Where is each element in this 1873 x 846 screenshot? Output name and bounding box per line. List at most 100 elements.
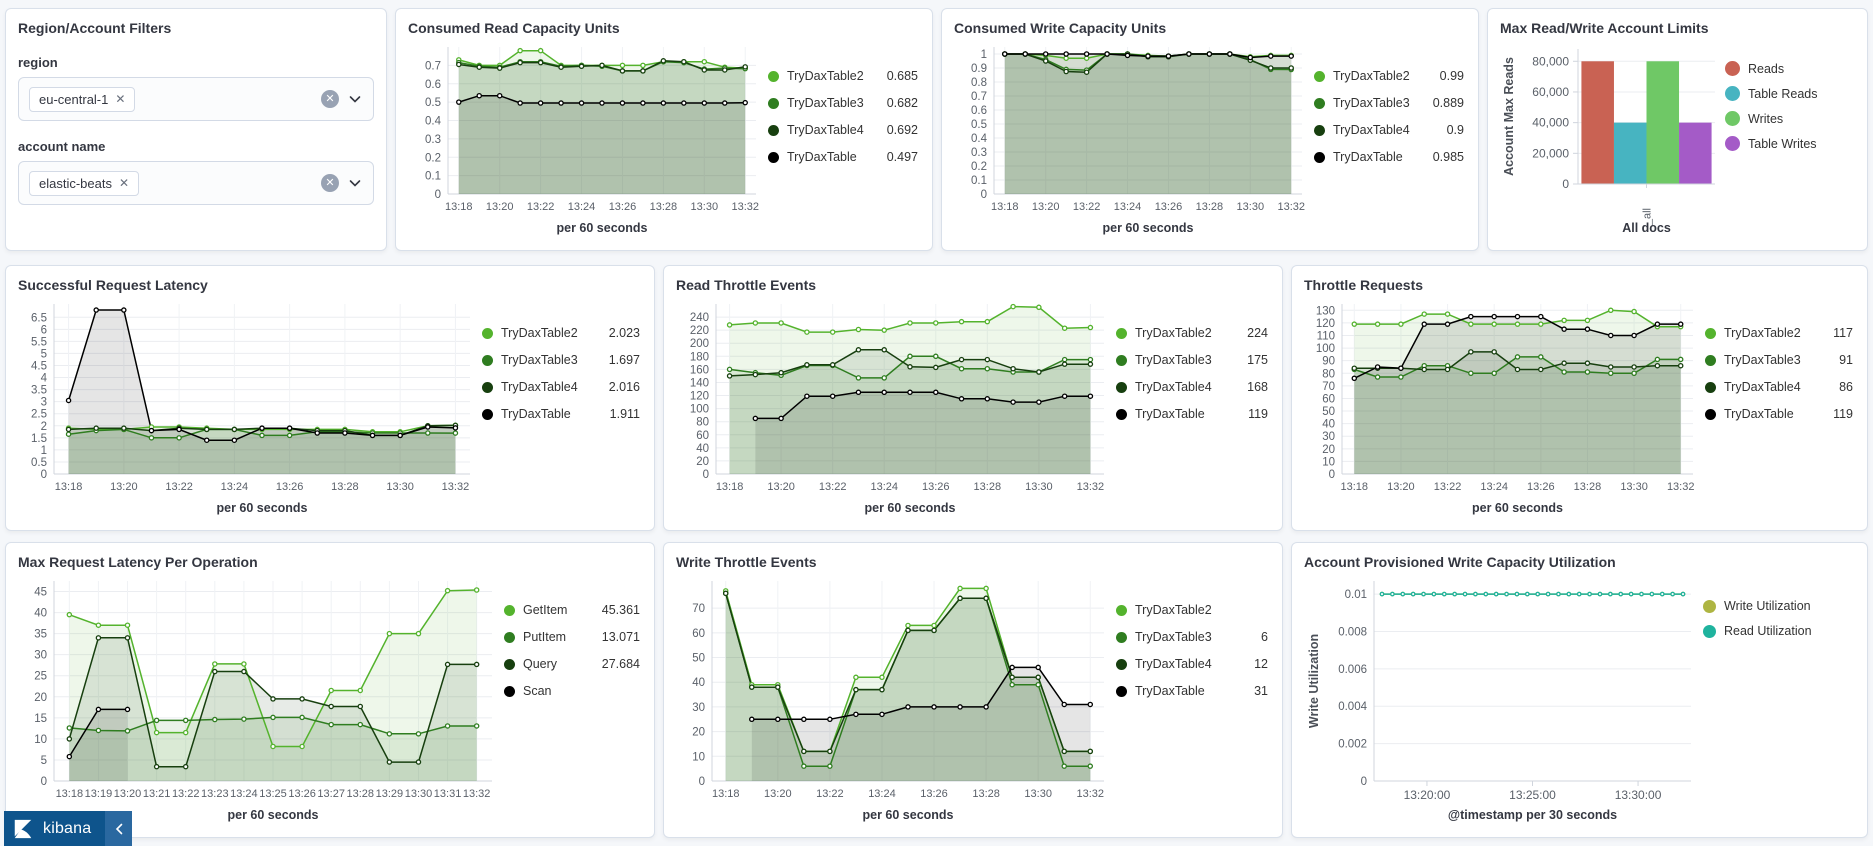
panel-title: Account Provisioned Write Capacity Utili… xyxy=(1304,554,1616,570)
account-name-combobox[interactable]: elastic-beats ✕ ✕ xyxy=(18,161,374,205)
legend-series-value: 0.497 xyxy=(886,150,918,164)
legend-item-TryDaxTable3[interactable]: TryDaxTable3 91 xyxy=(1705,353,1853,367)
legend-item-TryDaxTable[interactable]: TryDaxTable 0.985 xyxy=(1314,150,1464,164)
legend-series-name: TryDaxTable4 xyxy=(1135,657,1212,671)
legend-item-TryDaxTable2[interactable]: TryDaxTable2 0.99 xyxy=(1314,69,1464,83)
legend-item-TryDaxTable4[interactable]: TryDaxTable4 0.9 xyxy=(1314,123,1464,137)
legend-item-Table Reads[interactable]: Table Reads xyxy=(1725,86,1853,101)
svg-text:Write Utilization: Write Utilization xyxy=(1307,634,1321,728)
svg-text:0.1: 0.1 xyxy=(971,175,987,187)
legend-item-TryDaxTable2[interactable]: TryDaxTable2 0.685 xyxy=(768,69,918,83)
panel-title: Throttle Requests xyxy=(1304,277,1424,293)
legend-dot-icon xyxy=(1314,97,1325,109)
region-pill-label: eu-central-1 xyxy=(39,91,109,107)
legend-item-GetItem[interactable]: GetItem 45.361 xyxy=(504,603,640,617)
legend-item-TryDaxTable[interactable]: TryDaxTable 119 xyxy=(1705,407,1853,421)
remove-pill-icon[interactable]: ✕ xyxy=(115,92,126,106)
legend-item-TryDaxTable[interactable]: TryDaxTable 119 xyxy=(1116,407,1268,421)
legend-item-TryDaxTable4[interactable]: TryDaxTable4 0.692 xyxy=(768,123,918,137)
chart-svg: 0 0.1 0.2 0.3 0.4 0.5 0.6 0.7 13:18 13:20 13:22 13:… xyxy=(425,47,759,235)
panel-max-read-write-account-limits: Max Read/Write Account Limits 0 20,000 40,… xyxy=(1487,8,1868,251)
bar-Table Writes[interactable] xyxy=(1679,122,1712,184)
legend-dot-icon xyxy=(1725,86,1740,101)
bar-Reads[interactable] xyxy=(1581,61,1614,184)
legend-item-Read Utilization[interactable]: Read Utilization xyxy=(1703,624,1853,638)
legend-item-TryDaxTable3[interactable]: TryDaxTable3 0.889 xyxy=(1314,96,1464,110)
legend-item-TryDaxTable2[interactable]: TryDaxTable2 xyxy=(1116,603,1268,617)
legend-item-TryDaxTable4[interactable]: TryDaxTable4 12 xyxy=(1116,657,1268,671)
account-name-pill[interactable]: elastic-beats ✕ xyxy=(29,170,140,196)
legend-item-TryDaxTable3[interactable]: TryDaxTable3 0.682 xyxy=(768,96,918,110)
svg-text:220: 220 xyxy=(690,325,709,337)
plot-area: 0 0.1 0.2 0.3 0.4 0.5 0.6 0.7 0.8 0.9 1 13:18 13:20 1… xyxy=(971,47,1305,235)
legend-item-TryDaxTable3[interactable]: TryDaxTable3 1.697 xyxy=(482,353,640,367)
legend-item-TryDaxTable[interactable]: TryDaxTable 1.911 xyxy=(482,407,640,421)
legend-item-Reads[interactable]: Reads xyxy=(1725,61,1853,76)
svg-text:0.5: 0.5 xyxy=(971,119,987,131)
legend-item-TryDaxTable4[interactable]: TryDaxTable4 2.016 xyxy=(482,380,640,394)
area-TryDaxTable xyxy=(1354,316,1681,474)
svg-text:13:18: 13:18 xyxy=(55,481,83,493)
svg-text:0.004: 0.004 xyxy=(1338,701,1367,713)
plot-area: 0 0.1 0.2 0.3 0.4 0.5 0.6 0.7 13:18 13:20 13:22 13:… xyxy=(425,47,759,235)
svg-text:40: 40 xyxy=(692,677,705,689)
svg-text:0: 0 xyxy=(1329,469,1335,481)
legend-item-Writes[interactable]: Writes xyxy=(1725,111,1853,126)
svg-text:13:30: 13:30 xyxy=(1620,481,1648,493)
svg-text:50: 50 xyxy=(692,653,705,665)
area-TryDaxTable3 xyxy=(68,429,456,474)
svg-text:6.5: 6.5 xyxy=(31,312,47,324)
legend-item-TryDaxTable2[interactable]: TryDaxTable2 224 xyxy=(1116,326,1268,340)
svg-text:5.5: 5.5 xyxy=(31,336,47,348)
legend-dot-icon xyxy=(768,97,779,109)
bar-Writes[interactable] xyxy=(1646,61,1680,184)
legend-item-Write Utilization[interactable]: Write Utilization xyxy=(1703,599,1853,613)
legend-item-TryDaxTable2[interactable]: TryDaxTable2 117 xyxy=(1705,326,1853,340)
legend-item-TryDaxTable[interactable]: TryDaxTable 31 xyxy=(1116,684,1268,698)
svg-text:13:22: 13:22 xyxy=(819,481,847,493)
bar-Table Reads[interactable] xyxy=(1613,122,1647,184)
area-TryDaxTable3 xyxy=(1004,54,1292,194)
legend-item-Table Writes[interactable]: Table Writes xyxy=(1725,136,1853,151)
region-combobox[interactable]: eu-central-1 ✕ ✕ xyxy=(18,77,374,121)
clear-selection-icon[interactable]: ✕ xyxy=(321,90,339,108)
region-pill[interactable]: eu-central-1 ✕ xyxy=(29,86,136,112)
svg-text:13:32: 13:32 xyxy=(1667,481,1695,493)
svg-text:0.7: 0.7 xyxy=(425,60,441,72)
legend-series-value: 0.682 xyxy=(886,96,918,110)
kibana-logo-area: kibana xyxy=(4,811,106,846)
legend-item-PutItem[interactable]: PutItem 13.071 xyxy=(504,630,640,644)
chevron-down-icon[interactable] xyxy=(347,91,363,107)
legend-item-Scan[interactable]: Scan xyxy=(504,684,640,698)
legend-dot-icon xyxy=(1703,599,1716,613)
remove-pill-icon[interactable]: ✕ xyxy=(118,176,130,190)
legend-item-Query[interactable]: Query 27.684 xyxy=(504,657,640,671)
clear-selection-icon[interactable]: ✕ xyxy=(321,174,339,192)
legend-series-value: 1.697 xyxy=(608,353,640,367)
svg-text:120: 120 xyxy=(690,391,709,403)
chart-legend: TryDaxTable2 TryDaxTable3 6 TryDaxTable4 12 T… xyxy=(1116,571,1270,827)
chevron-down-icon[interactable] xyxy=(347,175,363,191)
svg-text:0.1: 0.1 xyxy=(425,171,441,183)
legend-item-TryDaxTable4[interactable]: TryDaxTable4 86 xyxy=(1705,380,1853,394)
legend-series-name: Writes xyxy=(1748,111,1784,126)
legend-item-TryDaxTable2[interactable]: TryDaxTable2 2.023 xyxy=(482,326,640,340)
svg-text:60,000: 60,000 xyxy=(1532,85,1569,99)
collapse-nav-button[interactable] xyxy=(105,811,133,846)
plot-area: 00.511.522.533.544.555.566.5 13:18 13:20 13… xyxy=(31,304,470,515)
legend-item-TryDaxTable3[interactable]: TryDaxTable3 6 xyxy=(1116,630,1268,644)
svg-text:0.3: 0.3 xyxy=(425,134,441,146)
svg-text:13:20: 13:20 xyxy=(1387,481,1415,493)
legend-item-TryDaxTable[interactable]: TryDaxTable 0.497 xyxy=(768,150,918,164)
area-TryDaxTable4 xyxy=(1004,54,1292,194)
svg-text:per 60 seconds: per 60 seconds xyxy=(216,501,307,515)
svg-text:30: 30 xyxy=(692,702,705,714)
legend-series-name: GetItem xyxy=(523,603,568,617)
legend-series-name: TryDaxTable4 xyxy=(1135,380,1212,394)
area-TryDaxTable2 xyxy=(1354,310,1681,474)
legend-series-value: 2.016 xyxy=(608,380,640,394)
legend-item-TryDaxTable3[interactable]: TryDaxTable3 175 xyxy=(1116,353,1268,367)
legend-item-TryDaxTable4[interactable]: TryDaxTable4 168 xyxy=(1116,380,1268,394)
